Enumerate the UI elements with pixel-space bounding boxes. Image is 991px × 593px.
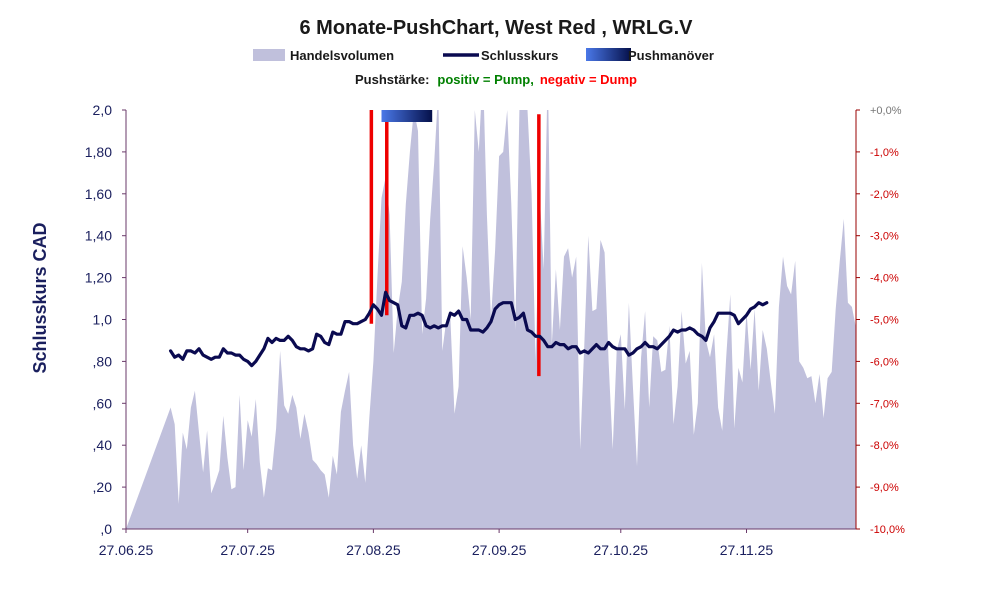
right-tick-label: -2,0%: [870, 189, 899, 201]
right-tick-label: -8,0%: [870, 440, 899, 452]
right-tick-label: -9,0%: [870, 482, 899, 494]
left-tick-label: 1,60: [85, 186, 112, 202]
left-tick-label: ,40: [93, 437, 113, 453]
left-tick-label: ,60: [93, 395, 113, 411]
left-tick-label: 1,20: [85, 270, 112, 286]
left-tick-label: 2,0: [93, 102, 113, 118]
x-tick-label: 27.09.25: [472, 542, 527, 558]
right-tick-label: -7,0%: [870, 398, 899, 410]
close-line: [169, 290, 769, 368]
left-tick-label: 1,0: [93, 312, 113, 328]
legend-volume-label: Handelsvolumen: [290, 48, 394, 63]
subtitle-prefix: Pushstärke:: [355, 72, 429, 87]
left-tick-label: ,0: [100, 521, 112, 537]
close-series: [169, 290, 769, 368]
right-tick-label: -5,0%: [870, 315, 899, 327]
left-axis-ticks: ,0 ,20 ,40 ,60 ,80 1,0 1,20 1,40 1,60 1,80 2,0: [85, 102, 126, 537]
subtitle-negative: negativ = Dump: [540, 72, 637, 87]
right-tick-label: -6,0%: [870, 356, 899, 368]
x-tick-label: 27.06.25: [99, 542, 154, 558]
left-tick-label: ,80: [93, 353, 113, 369]
right-tick-label: -3,0%: [870, 231, 899, 243]
x-tick-label: 27.10.25: [594, 542, 649, 558]
left-tick-label: 1,40: [85, 228, 112, 244]
right-tick-label: -10,0%: [870, 524, 905, 536]
x-tick-label: 27.07.25: [220, 542, 275, 558]
right-axis-ticks: -10,0% -9,0% -8,0% -7,0% -6,0% -5,0% -4,0% -3,0…: [856, 105, 905, 536]
y-axis-label: Schlusskurs CAD: [30, 222, 50, 373]
legend-push-label: Pushmanöver: [628, 48, 714, 63]
x-axis-ticks: 27.06.25 27.07.25 27.08.25 27.09.25 27.10.25…: [99, 529, 774, 558]
right-tick-label: +0,0%: [870, 105, 902, 117]
legend-close-label: Schlusskurs: [481, 48, 558, 63]
legend-push-swatch: [586, 48, 631, 61]
push-series: [369, 110, 541, 377]
legend: Handelsvolumen Schlusskurs Pushmanöver: [253, 48, 714, 63]
chart-title: 6 Monate-PushChart, West Red , WRLG.V: [300, 17, 694, 39]
volume-area: [126, 110, 856, 529]
left-tick-label: 1,80: [85, 144, 112, 160]
right-tick-label: -4,0%: [870, 273, 899, 285]
right-tick-label: -1,0%: [870, 147, 899, 159]
volume-series: [126, 110, 856, 529]
x-tick-label: 27.11.25: [720, 542, 774, 558]
left-tick-label: ,20: [93, 479, 113, 495]
x-tick-label: 27.08.25: [346, 542, 401, 558]
legend-volume-swatch: [253, 49, 285, 61]
push-band: [381, 110, 433, 122]
push-strength-subtitle: Pushstärke: positiv = Pump, negativ = Dump: [355, 72, 637, 87]
subtitle-positive: positiv = Pump,: [437, 72, 533, 87]
